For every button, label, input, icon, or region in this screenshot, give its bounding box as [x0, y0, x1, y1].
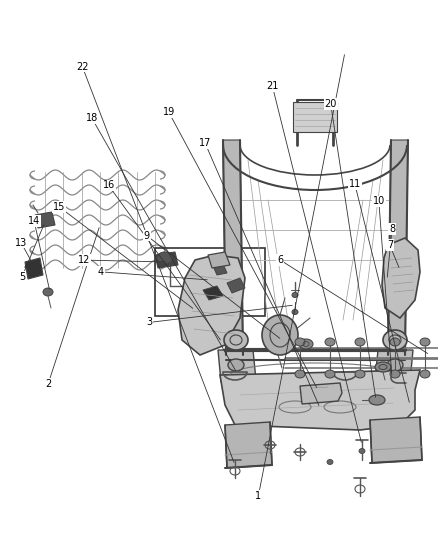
Text: 2: 2 [45, 379, 51, 389]
Text: 5: 5 [19, 272, 25, 282]
Polygon shape [35, 212, 55, 228]
Ellipse shape [327, 459, 333, 464]
Ellipse shape [355, 338, 365, 346]
Text: 9: 9 [144, 231, 150, 240]
Polygon shape [203, 286, 223, 300]
Polygon shape [208, 252, 230, 268]
Text: 22: 22 [76, 62, 88, 71]
Polygon shape [223, 140, 243, 355]
Polygon shape [382, 238, 420, 318]
Text: 13: 13 [15, 238, 27, 247]
Text: 12: 12 [78, 255, 91, 265]
Ellipse shape [224, 330, 248, 350]
Ellipse shape [43, 288, 53, 296]
Ellipse shape [325, 370, 335, 378]
Polygon shape [300, 383, 342, 404]
Text: 7: 7 [387, 240, 393, 250]
Polygon shape [388, 140, 408, 355]
Ellipse shape [228, 359, 244, 371]
Polygon shape [370, 417, 422, 463]
Text: 14: 14 [28, 216, 40, 226]
Ellipse shape [383, 330, 407, 350]
Ellipse shape [387, 359, 403, 371]
Ellipse shape [295, 370, 305, 378]
Polygon shape [218, 350, 256, 382]
Ellipse shape [355, 370, 365, 378]
Ellipse shape [292, 310, 298, 314]
Text: 20: 20 [325, 99, 337, 109]
Polygon shape [213, 264, 227, 275]
Text: 3: 3 [146, 318, 152, 327]
Ellipse shape [369, 395, 385, 405]
Polygon shape [225, 422, 272, 468]
Polygon shape [227, 278, 245, 293]
Text: 19: 19 [162, 107, 175, 117]
Polygon shape [155, 252, 178, 268]
Polygon shape [178, 255, 245, 355]
Bar [155, 248, 265, 316]
Text: 16: 16 [102, 181, 115, 190]
Ellipse shape [420, 370, 430, 378]
Ellipse shape [262, 315, 298, 355]
Text: 15: 15 [53, 202, 65, 212]
Polygon shape [375, 350, 413, 382]
Ellipse shape [325, 338, 335, 346]
Polygon shape [220, 370, 420, 430]
Ellipse shape [375, 362, 391, 372]
Polygon shape [293, 102, 337, 132]
Text: 10: 10 [373, 197, 385, 206]
Ellipse shape [157, 252, 173, 264]
Text: 1: 1 [255, 491, 261, 500]
Ellipse shape [292, 293, 298, 297]
Polygon shape [25, 258, 43, 279]
Text: 17: 17 [199, 138, 211, 148]
Ellipse shape [420, 338, 430, 346]
Ellipse shape [299, 339, 313, 349]
Ellipse shape [295, 338, 305, 346]
Text: 21: 21 [266, 82, 279, 91]
Ellipse shape [390, 370, 400, 378]
Text: 6: 6 [277, 255, 283, 265]
Text: 18: 18 [86, 114, 98, 123]
Ellipse shape [359, 448, 365, 454]
Text: 8: 8 [389, 224, 395, 234]
Text: 4: 4 [98, 267, 104, 277]
Text: 11: 11 [349, 179, 361, 189]
Ellipse shape [390, 338, 400, 346]
